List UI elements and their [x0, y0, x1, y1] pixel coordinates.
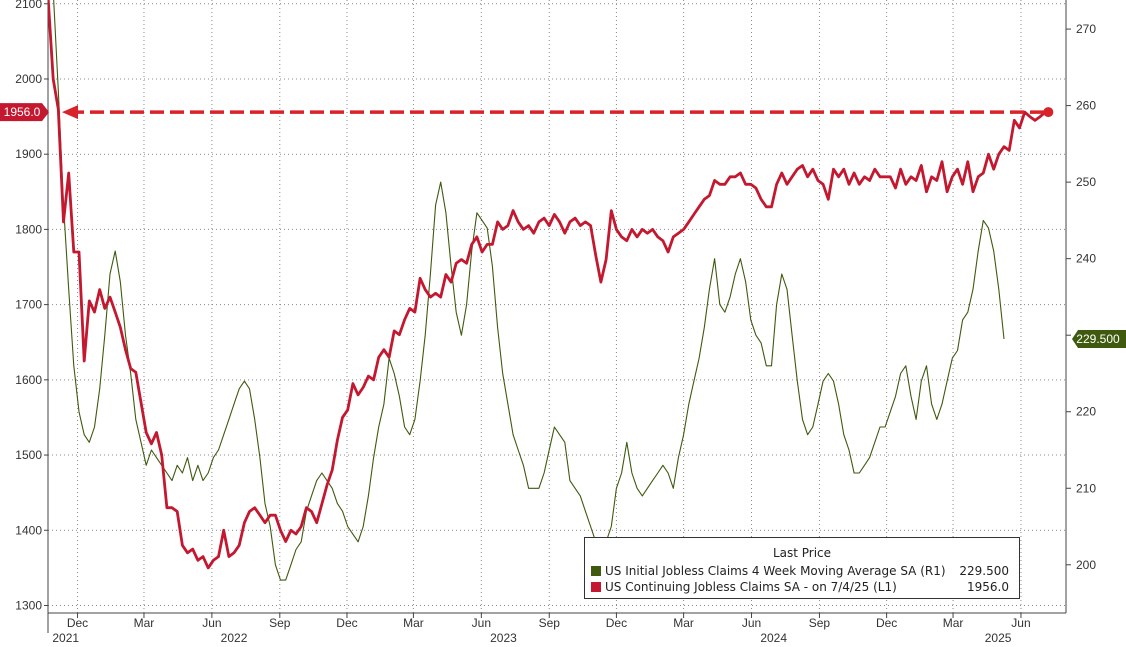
legend-title: Last Price [772, 546, 832, 560]
legend: Last Price US Initial Jobless Claims 4 W… [584, 537, 1020, 599]
left-tick-label: 2100 [15, 0, 42, 11]
right-tick-label: 250 [1076, 175, 1096, 189]
series-line-initial-claims [53, 0, 1005, 581]
left-tick-label: 1700 [15, 298, 42, 312]
legend-label-initial-claims: US Initial Jobless Claims 4 Week Moving … [605, 564, 917, 578]
reference-end-dot [1043, 107, 1054, 118]
left-tick-label: 1600 [15, 373, 42, 387]
left-tick-label: 1500 [15, 448, 42, 462]
right-tick-label: 240 [1076, 252, 1096, 266]
x-month-label: Jun [472, 616, 491, 630]
x-month-label: Jun [742, 616, 761, 630]
x-month-label: Mar [403, 616, 424, 630]
x-month-label: Dec [336, 616, 357, 630]
legend-entry-continuing-claims: US Continuing Jobless Claims SA - on 7/4… [591, 579, 1009, 595]
x-month-label: Mar [673, 616, 694, 630]
x-month-label: Jun [1011, 616, 1030, 630]
right-tick-label: 200 [1076, 558, 1096, 572]
left-last-value-text: 1956.0 [4, 105, 41, 119]
x-month-label: Sep [539, 616, 561, 630]
reference-arrow-head [62, 105, 78, 120]
x-year-label: 2025 [985, 631, 1012, 645]
left-tick-label: 1400 [15, 523, 42, 537]
x-month-label: Mar [943, 616, 964, 630]
x-month-label: Mar [134, 616, 155, 630]
left-tick-label: 1900 [15, 147, 42, 161]
x-month-label: Dec [606, 616, 627, 630]
legend-swatch-initial-claims [591, 566, 601, 576]
right-last-value-tag [1072, 330, 1126, 349]
x-year-label: 2021 [52, 631, 79, 645]
legend-value-continuing-claims: 1956.0 [967, 580, 1009, 594]
x-month-label: Sep [269, 616, 291, 630]
legend-value-initial-claims: 229.500 [959, 564, 1009, 578]
legend-entry-initial-claims: US Initial Jobless Claims 4 Week Moving … [591, 563, 1009, 579]
legend-swatch-continuing-claims [591, 582, 601, 592]
x-month-label: Sep [809, 616, 831, 630]
right-last-value-text: 229.500 [1076, 332, 1120, 346]
left-tick-label: 1800 [15, 222, 42, 236]
x-year-label: 2022 [221, 631, 248, 645]
legend-label-continuing-claims: US Continuing Jobless Claims SA - on 7/4… [605, 580, 870, 594]
right-tick-label: 220 [1076, 405, 1096, 419]
series-line-continuing-claims [48, 0, 1047, 570]
right-tick-label: 260 [1076, 99, 1096, 113]
left-last-value-tag [0, 103, 49, 122]
x-month-label: Dec [67, 616, 88, 630]
left-tick-label: 1300 [15, 598, 42, 612]
x-year-label: 2024 [760, 631, 787, 645]
x-month-label: Dec [876, 616, 897, 630]
left-tick-label: 2000 [15, 72, 42, 86]
legend-axis-initial-claims: (R1) [920, 564, 946, 578]
x-month-label: Jun [202, 616, 221, 630]
right-tick-label: 210 [1076, 481, 1096, 495]
legend-axis-continuing-claims: (L1) [873, 580, 897, 594]
right-tick-label: 270 [1076, 22, 1096, 36]
x-year-label: 2023 [490, 631, 517, 645]
